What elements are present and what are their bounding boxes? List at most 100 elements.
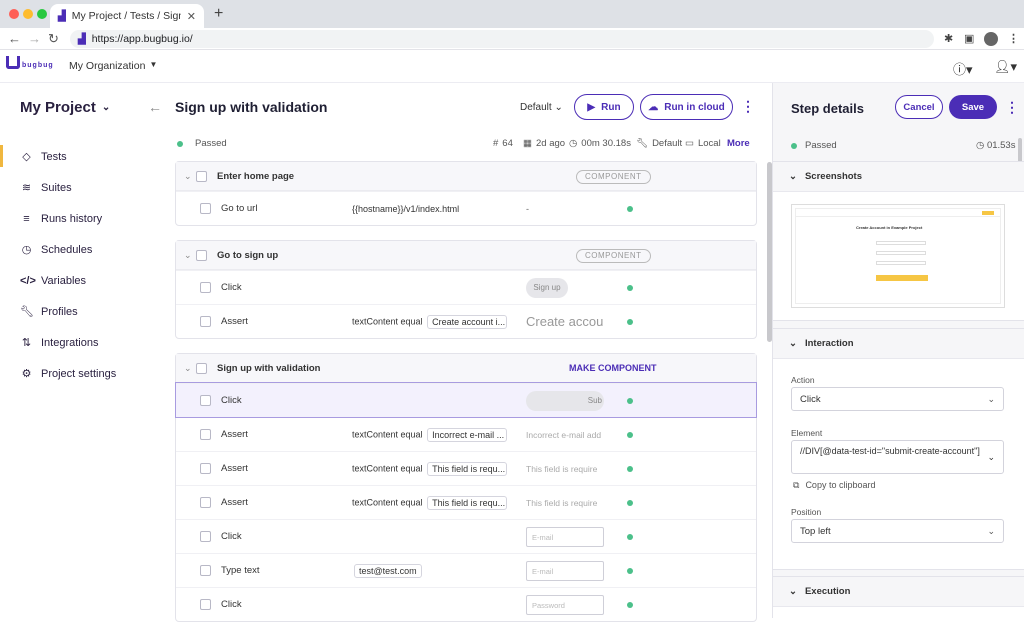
window-minimize-button[interactable] xyxy=(23,9,33,19)
tab-title: My Project / Tests / Sign up wi xyxy=(71,10,181,22)
sidebar-item-profiles[interactable]: 🔧︎ Profiles xyxy=(0,296,165,327)
extensions-icon[interactable]: ✱ xyxy=(944,33,954,45)
copy-to-clipboard-button[interactable]: ⧉ Copy to clipboard xyxy=(793,480,875,491)
step-details-title: Step details xyxy=(791,101,864,116)
more-options-icon[interactable]: ⋮ xyxy=(1005,99,1019,115)
position-select[interactable]: Top left ⌄ xyxy=(791,519,1004,543)
more-link[interactable]: More xyxy=(727,138,750,149)
step-checkbox[interactable] xyxy=(200,531,211,542)
back-icon[interactable]: ← xyxy=(8,31,21,46)
browser-menu-icon[interactable]: ⋮ xyxy=(1008,33,1019,45)
sidebar-item-variables[interactable]: </> Variables xyxy=(0,265,165,296)
url-field[interactable]: ▟ https://app.bugbug.io/ xyxy=(70,30,934,48)
project-selector[interactable]: My Project ⌄ xyxy=(20,99,110,116)
sidebar-item-suites[interactable]: ≋ Suites xyxy=(0,172,165,203)
step-row[interactable]: Assert textContent equal This field is r… xyxy=(176,451,756,485)
screenshots-header[interactable]: ⌄ Screenshots xyxy=(773,162,1024,192)
group-header[interactable]: ⌄ Go to sign up COMPONENT xyxy=(176,241,756,270)
step-checkbox[interactable] xyxy=(200,565,211,576)
run-profile-value: Default xyxy=(652,138,683,149)
step-row[interactable]: Type text test@test.com E-mail xyxy=(176,553,756,587)
interaction-header[interactable]: ⌄ Interaction xyxy=(773,329,1024,359)
step-row[interactable]: Go to url {{hostname}}/v1/index.html - xyxy=(176,191,756,225)
step-row[interactable]: Assert textContent equal Create account … xyxy=(176,304,756,338)
make-component-button[interactable]: MAKE COMPONENT xyxy=(569,363,657,373)
organization-dropdown[interactable]: My Organization ▼ xyxy=(69,60,157,72)
step-row[interactable]: Click Sub xyxy=(175,382,757,418)
back-arrow-icon[interactable]: ← xyxy=(148,99,162,115)
browser-profile-avatar[interactable] xyxy=(984,32,998,46)
profile-dropdown[interactable]: Default ⌄ xyxy=(520,102,563,113)
sidebar-item-integrations[interactable]: ⇅ Integrations xyxy=(0,327,165,358)
element-selector-field[interactable]: //DIV[@data-test-id="submit-create-accou… xyxy=(791,440,1004,474)
sidepanel-icon[interactable]: ▣ xyxy=(964,33,975,45)
clock-icon: ◷ xyxy=(21,244,32,256)
steps-list: ⌄ Enter home page COMPONENT Go to url {{… xyxy=(175,161,757,636)
step-row[interactable]: Click Sign up xyxy=(176,270,756,304)
step-checkbox[interactable] xyxy=(200,316,211,327)
sidebar-item-tests[interactable]: ◇ Tests xyxy=(0,141,165,172)
passed-dot-icon xyxy=(627,533,633,540)
status-badge: Passed xyxy=(177,138,227,149)
run-in-cloud-button[interactable]: ☁ Run in cloud xyxy=(640,94,733,120)
step-row[interactable]: Click E-mail xyxy=(176,519,756,553)
bugbug-favicon-icon: ▟ xyxy=(58,10,66,22)
sidebar-item-schedules[interactable]: ◷ Schedules xyxy=(0,234,165,265)
user-menu-icon[interactable]: 👤︎▾ xyxy=(994,59,1018,74)
save-button[interactable]: Save xyxy=(949,95,997,119)
help-icon[interactable]: ⓘ▾ xyxy=(953,62,973,77)
run-button[interactable]: ▶ Run xyxy=(574,94,634,120)
step-checkbox[interactable] xyxy=(200,395,211,406)
more-options-icon[interactable]: ⋮ xyxy=(741,98,755,114)
sidebar-item-runs-history[interactable]: ≡ Runs history xyxy=(0,203,165,234)
step-checkbox[interactable] xyxy=(200,282,211,293)
group-checkbox[interactable] xyxy=(196,249,207,261)
window-zoom-button[interactable] xyxy=(37,9,47,19)
run-number-value: 64 xyxy=(502,138,513,149)
chevron-down-icon[interactable]: ⌄ xyxy=(184,249,192,260)
group-header[interactable]: ⌄ Enter home page COMPONENT xyxy=(176,162,756,191)
step-checkbox[interactable] xyxy=(200,429,211,440)
step-checkbox[interactable] xyxy=(200,203,211,214)
action-label: Action xyxy=(791,375,815,385)
step-screenshot[interactable]: Create Account in Example Project xyxy=(791,204,1005,308)
passed-dot-icon xyxy=(627,397,633,404)
element-value: //DIV[@data-test-id="submit-create-accou… xyxy=(800,446,980,456)
chevron-down-icon[interactable]: ⌄ xyxy=(184,170,192,181)
browser-tab[interactable]: ▟ My Project / Tests / Sign up wi ✕ xyxy=(50,4,204,28)
sidebar-item-label: Suites xyxy=(41,181,72,194)
step-row[interactable]: Click Password xyxy=(176,587,756,621)
tab-close-icon[interactable]: ✕ xyxy=(186,10,196,23)
step-preview: E-mail xyxy=(526,560,604,581)
chevron-down-icon: ⌄ xyxy=(987,393,995,404)
run-environment-value: Local xyxy=(697,138,721,149)
steps-scrollbar[interactable] xyxy=(767,162,772,342)
step-param-text: textContent equal xyxy=(352,462,423,473)
passed-dot-icon xyxy=(627,205,633,212)
reload-icon[interactable]: ↻ xyxy=(48,31,59,46)
step-preview: Create accou xyxy=(526,313,604,329)
sidebar-item-project-settings[interactable]: ⚙︎ Project settings xyxy=(0,358,165,389)
chevron-down-icon: ⌄ xyxy=(101,102,111,113)
window-close-button[interactable] xyxy=(9,9,19,19)
step-checkbox[interactable] xyxy=(200,463,211,474)
group-checkbox[interactable] xyxy=(196,362,207,374)
step-checkbox[interactable] xyxy=(200,599,211,610)
bugbug-logo[interactable]: bugbug xyxy=(6,56,54,69)
chevron-down-icon[interactable]: ⌄ xyxy=(184,362,192,373)
group-checkbox[interactable] xyxy=(196,170,207,182)
step-param: textContent equal This field is requ... xyxy=(352,461,508,476)
step-checkbox[interactable] xyxy=(200,497,211,508)
group-header[interactable]: ⌄ Sign up with validation MAKE COMPONENT xyxy=(176,354,756,383)
new-tab-button[interactable]: + xyxy=(214,5,224,22)
forward-icon[interactable]: → xyxy=(28,31,41,46)
execution-header[interactable]: ⌄ Execution xyxy=(773,577,1024,607)
cancel-button[interactable]: Cancel xyxy=(895,95,943,119)
screenshot-heading: Create Account in Example Project xyxy=(856,225,923,230)
step-row[interactable]: Assert textContent equal This field is r… xyxy=(176,485,756,519)
step-preview: Sign up xyxy=(526,277,568,298)
action-select[interactable]: Click ⌄ xyxy=(791,387,1004,411)
test-status-row: Passed #64 ▦ 2d ago ◷ 00m 30.18s 🔧︎ Default… xyxy=(175,138,758,152)
step-param: {{hostname}}/v1/index.html xyxy=(352,203,460,214)
step-row[interactable]: Assert textContent equal Incorrect e-mai… xyxy=(176,417,756,451)
